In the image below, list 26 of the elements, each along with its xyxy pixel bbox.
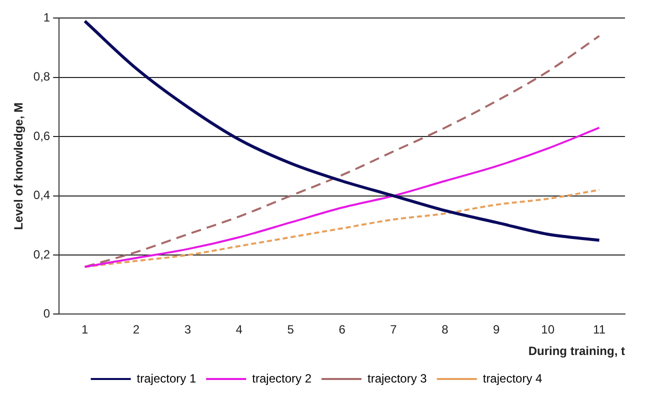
y-tick-label: 1 [43, 10, 50, 25]
line-series [83, 20, 601, 242]
y-tick-label: 0,2 [33, 247, 50, 262]
y-tick-label: 0,6 [33, 128, 50, 143]
x-tick-label: 2 [132, 322, 140, 337]
x-tick-label: 7 [390, 322, 398, 337]
x-tick-label: 8 [442, 322, 449, 337]
y-tick-label: 0,8 [33, 70, 50, 84]
x-tick-label: 6 [338, 322, 346, 337]
line-series [84, 34, 600, 268]
legend-label: trajectory 4 [482, 371, 543, 386]
x-tick-label: 4 [236, 322, 243, 337]
x-tick-label: 10 [541, 322, 555, 337]
line-series [84, 126, 600, 268]
x-tick-label: 5 [287, 322, 294, 337]
legend-label: trajectory 1 [136, 371, 196, 386]
x-axis-title: During training, t [528, 344, 626, 358]
x-tick-label: 9 [493, 322, 500, 337]
legend-label: trajectory 2 [252, 371, 312, 386]
y-axis-title: Level of knowledge, M [12, 102, 26, 230]
x-tick-label: 11 [593, 322, 606, 337]
x-tick-label: 1 [81, 322, 88, 337]
legend-label: trajectory 3 [368, 371, 428, 386]
x-tick-label: 3 [184, 322, 192, 337]
y-tick-label: 0 [43, 306, 50, 321]
y-tick-label: 0,4 [33, 188, 50, 202]
